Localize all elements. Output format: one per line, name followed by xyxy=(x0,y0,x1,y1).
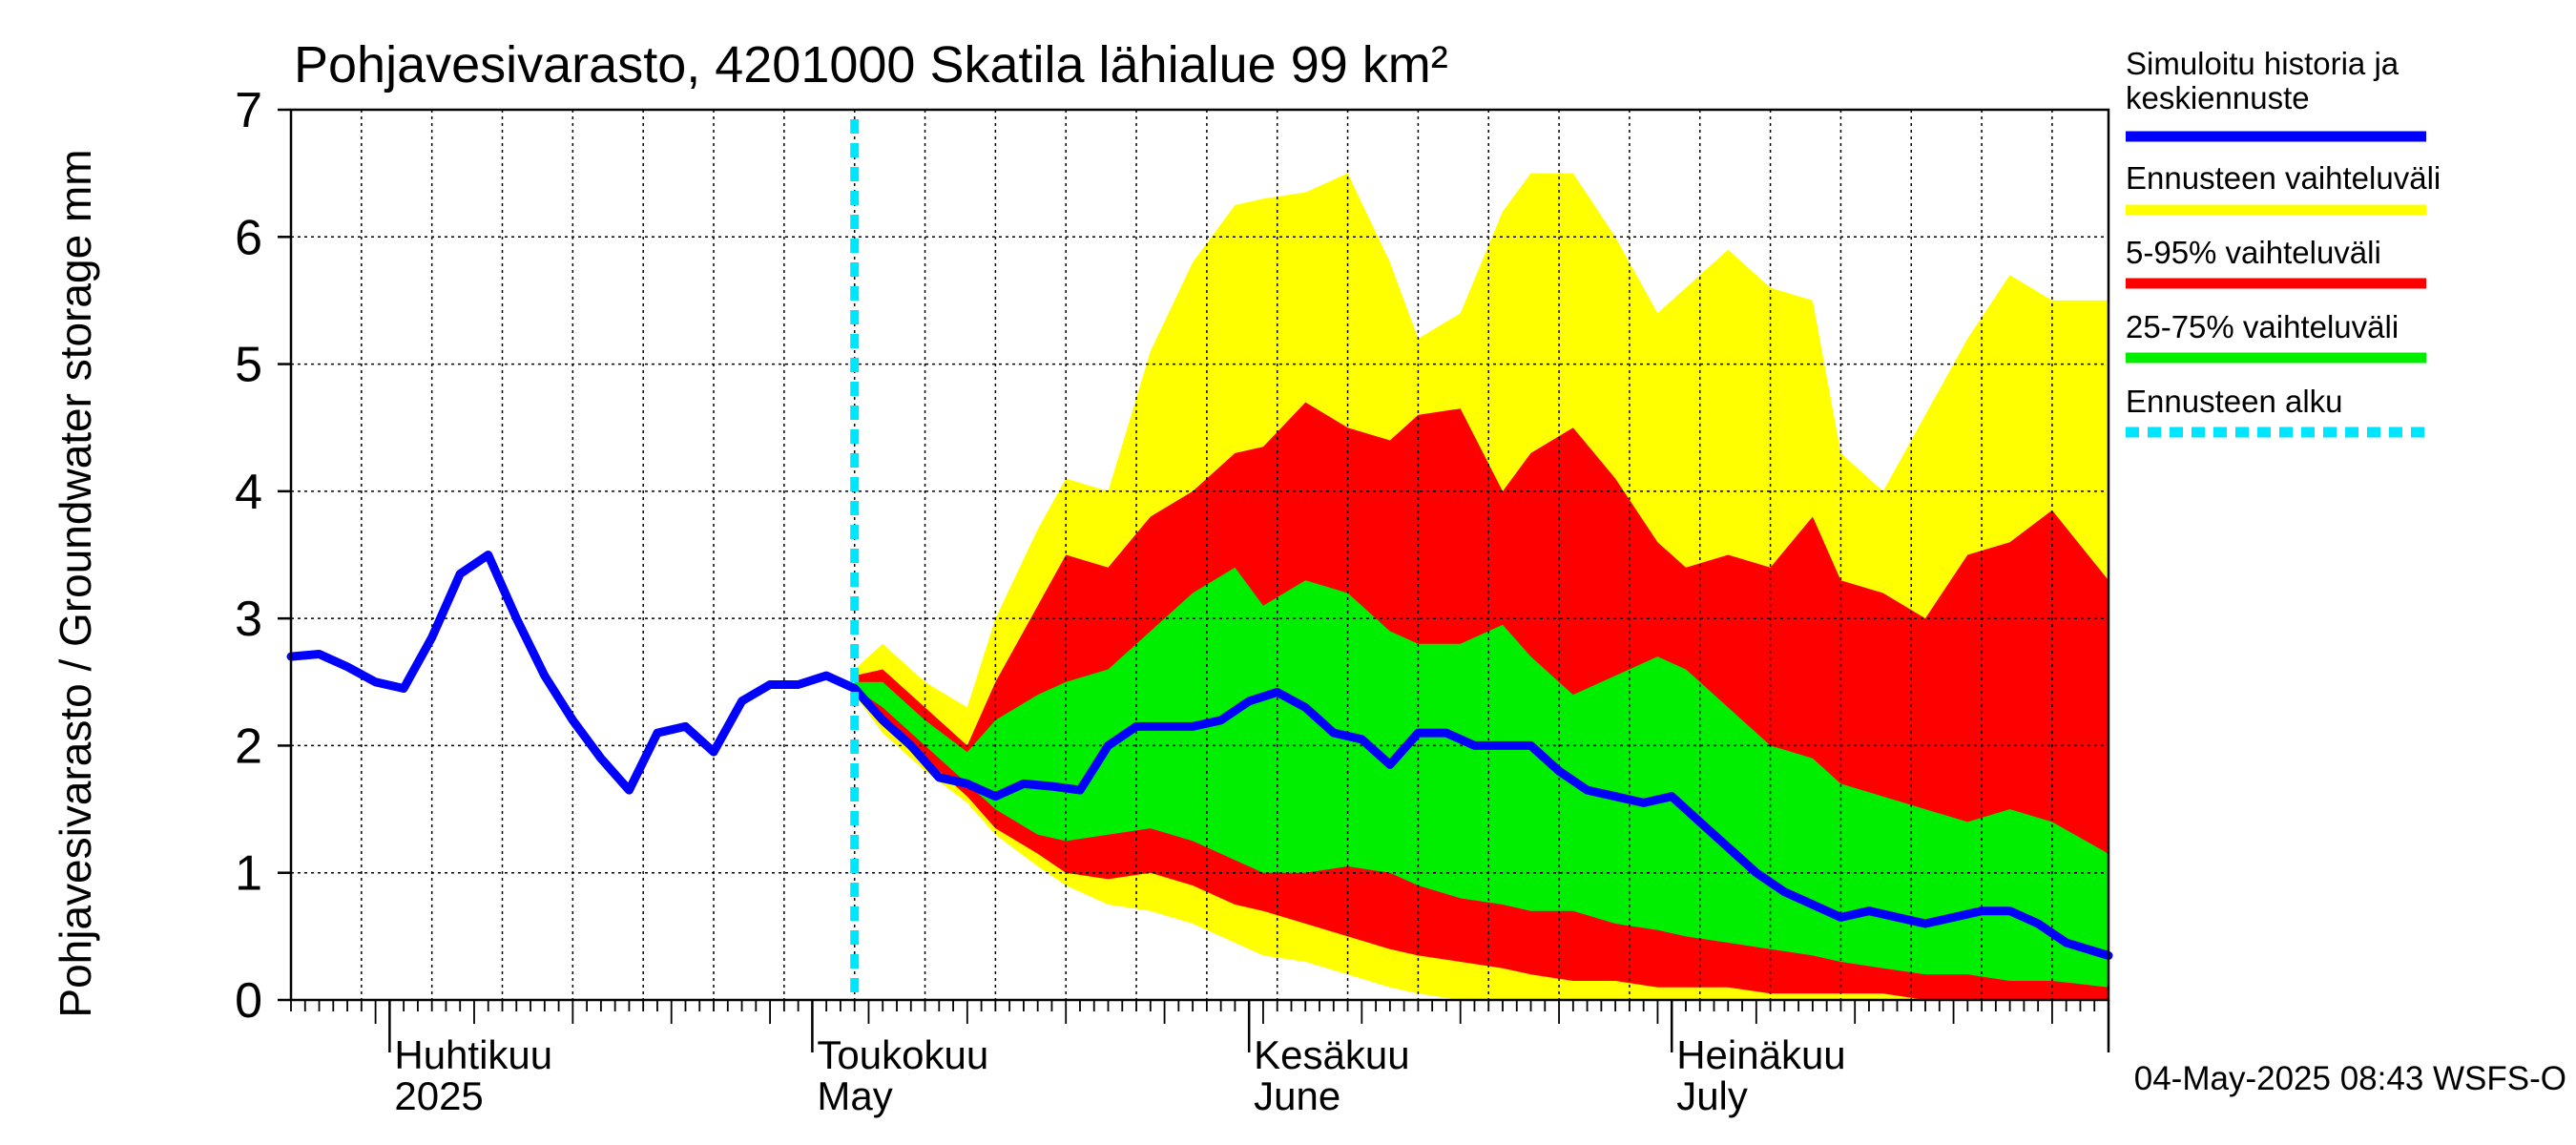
legend-label: Ennusteen vaihteluväli xyxy=(2126,160,2441,196)
timestamp-footer: 04-May-2025 08:43 WSFS-O xyxy=(2134,1060,2566,1097)
y-tick-label: 0 xyxy=(235,973,262,1029)
legend-label: keskiennuste xyxy=(2126,80,2310,115)
month-label-fi: Toukokuu xyxy=(817,1032,988,1077)
month-label-en: May xyxy=(817,1073,892,1118)
plot-frame xyxy=(289,108,2110,1002)
median-line xyxy=(286,551,2113,960)
month-label-fi: Heinäkuu xyxy=(1676,1032,1845,1077)
month-label-en: 2025 xyxy=(394,1073,483,1118)
y-tick-label: 1 xyxy=(235,846,262,902)
y-axis: 0 1 2 3 4 5 6 7 xyxy=(235,83,291,1029)
y-tick-label: 4 xyxy=(235,465,262,520)
y-tick-label: 6 xyxy=(235,210,262,265)
month-label-en: July xyxy=(1676,1073,1748,1118)
median-series xyxy=(286,551,2113,960)
legend-label: 25-75% vaihteluväli xyxy=(2126,309,2399,344)
legend-label: Simuloitu historia ja xyxy=(2126,46,2399,81)
band-00ee00 xyxy=(854,567,2109,988)
legend-label: Ennusteen alku xyxy=(2126,384,2343,419)
y-tick-label: 7 xyxy=(235,83,262,138)
y-tick-label: 2 xyxy=(235,718,262,774)
month-label-en: June xyxy=(1254,1073,1340,1118)
grid-lines xyxy=(291,110,2109,1000)
y-axis-label: Pohjavesivarasto / Groundwater storage m… xyxy=(51,149,100,1017)
month-label-fi: Huhtikuu xyxy=(394,1032,552,1077)
plot-border xyxy=(289,108,2110,1002)
month-label-fi: Kesäkuu xyxy=(1254,1032,1409,1077)
legend-label: 5-95% vaihteluväli xyxy=(2126,235,2381,270)
forecast-bands xyxy=(854,173,2109,1001)
y-tick-label: 5 xyxy=(235,338,262,393)
chart-title: Pohjavesivarasto, 4201000 Skatila lähial… xyxy=(294,36,1448,94)
y-tick-label: 3 xyxy=(235,592,262,647)
